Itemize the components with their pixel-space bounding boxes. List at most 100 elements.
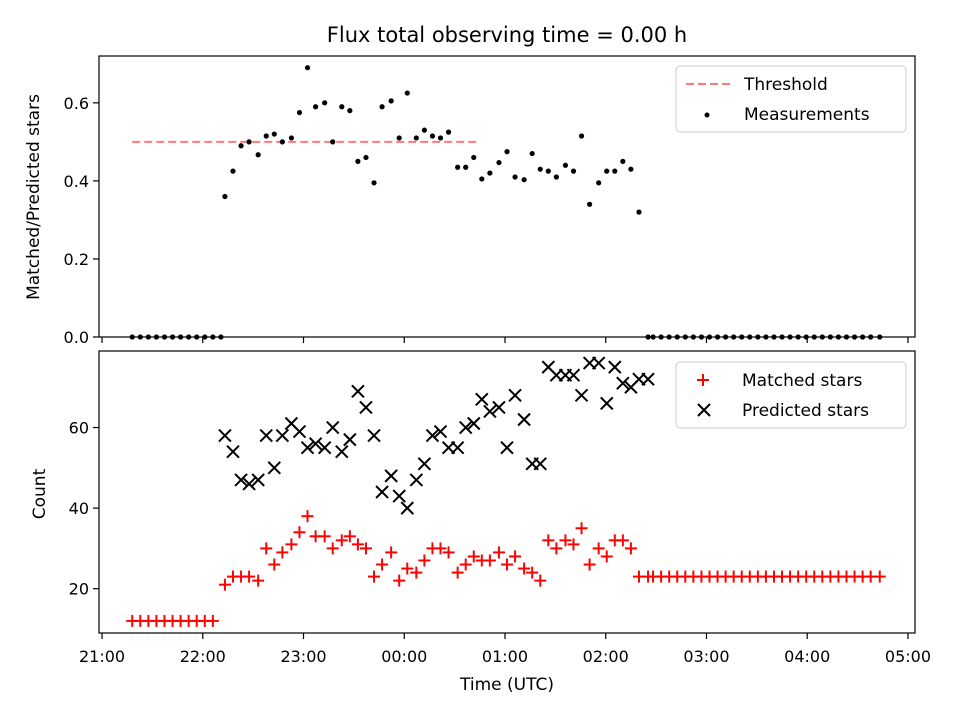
predicted-stars-point [384, 469, 398, 483]
matched-stars-point [600, 550, 613, 563]
matched-stars-point [318, 530, 331, 543]
measurement-point [562, 162, 569, 168]
predicted-stars-point [300, 440, 315, 455]
measurement-point [413, 135, 419, 141]
matched-stars-point [385, 546, 398, 559]
matched-stars-point [335, 534, 348, 547]
matched-stars-point [442, 546, 455, 559]
predicted-stars-point [533, 457, 547, 471]
measurement-point [811, 334, 817, 340]
measurement-point [230, 168, 236, 174]
measurements-legend-swatch [704, 112, 710, 118]
x-tick-label: 02:00 [583, 647, 629, 666]
measurement-point [271, 131, 277, 137]
measurement-point [347, 108, 353, 114]
measurement-point [471, 154, 477, 161]
measurement-point [674, 334, 680, 340]
measurement-point [545, 168, 551, 174]
predicted-legend-label: Predicted stars [742, 401, 869, 421]
measurement-point [666, 334, 672, 340]
matched-stars-point [509, 550, 522, 563]
predicted-stars-point [433, 424, 448, 439]
measurement-point [496, 159, 502, 166]
measurement-point [803, 334, 809, 340]
count-y-ticks: 20 40 60 [69, 419, 99, 599]
measurement-point [578, 133, 585, 139]
measurement-point [827, 334, 833, 340]
measurement-point [255, 152, 261, 158]
measurement-point [843, 334, 850, 340]
measurement-point [690, 334, 696, 340]
measurement-point [421, 127, 427, 133]
matched-stars-point [268, 558, 281, 571]
measurement-point [755, 334, 761, 340]
matched-stars-point [206, 614, 219, 627]
measurement-point [396, 135, 402, 141]
matched-stars-point [542, 534, 555, 547]
measurement-point [186, 334, 192, 340]
ratio-y-ticks: 0.0 0.2 0.4 0.6 [64, 94, 99, 347]
matched-stars-point [401, 562, 414, 575]
predicted-stars-point [483, 404, 497, 419]
predicted-stars-point [335, 445, 349, 459]
measurement-point [487, 170, 493, 176]
matched-stars-point [301, 510, 314, 523]
count-y-tick-label: 60 [69, 419, 89, 438]
measurement-point [339, 104, 345, 110]
measurement-point [210, 334, 216, 340]
measurement-point [698, 334, 705, 340]
x-tick-label: 00:00 [381, 647, 427, 666]
matched-stars-point [518, 562, 531, 575]
measurement-point [739, 334, 745, 340]
matched-stars-point [467, 550, 480, 563]
measurement-point [835, 334, 842, 340]
predicted-stars-point [267, 461, 281, 475]
measurement-point [706, 334, 713, 340]
predicted-stars-point [259, 428, 273, 443]
predicted-stars-point [600, 396, 614, 411]
threshold-legend-label: Threshold [743, 75, 828, 95]
measurement-point [682, 334, 688, 340]
matched-stars-point [376, 558, 389, 571]
matched-stars-point [492, 546, 505, 559]
measurement-point [218, 334, 224, 340]
predicted-stars-point [343, 432, 357, 447]
matched-stars-point [410, 566, 423, 579]
count-legend: Matched stars Predicted stars [675, 361, 907, 429]
predicted-stars-point [450, 440, 465, 455]
measurement-point [723, 334, 729, 340]
measurement-point [787, 334, 793, 340]
matched-stars-point [624, 542, 637, 555]
measurement-point [650, 334, 656, 340]
measurement-point [222, 193, 228, 200]
measurement-point [379, 104, 385, 110]
predicted-stars-point [242, 477, 256, 491]
count-marks [126, 356, 886, 627]
measurement-point [604, 168, 610, 174]
predicted-stars-point [375, 485, 389, 499]
measurement-point [570, 168, 577, 174]
matched-stars-point [526, 566, 539, 579]
matched-stars-point [368, 570, 381, 583]
matched-stars-point [393, 574, 406, 587]
ratio-panel: 0.0 0.2 0.4 0.6 Matched/Predicted stars Thr… [24, 55, 916, 347]
measurement-point [355, 158, 361, 164]
matched-stars-point [567, 538, 580, 551]
measurement-point [322, 100, 328, 106]
measurement-point [463, 164, 469, 170]
predicted-stars-point [608, 360, 622, 374]
predicted-stars-point [218, 428, 232, 443]
measurement-point [153, 334, 160, 340]
measurement-point [169, 334, 176, 340]
predicted-stars-point [308, 436, 323, 451]
measurement-point [771, 334, 777, 340]
x-tick-label: 01:00 [482, 647, 528, 666]
ratio-marks [129, 65, 883, 340]
measurement-point [330, 139, 336, 145]
measurement-point [288, 135, 295, 141]
matched-stars-point [459, 558, 472, 571]
predicted-stars-point [292, 424, 307, 439]
count-legend-box [675, 361, 907, 429]
matched-stars-point [285, 538, 298, 551]
